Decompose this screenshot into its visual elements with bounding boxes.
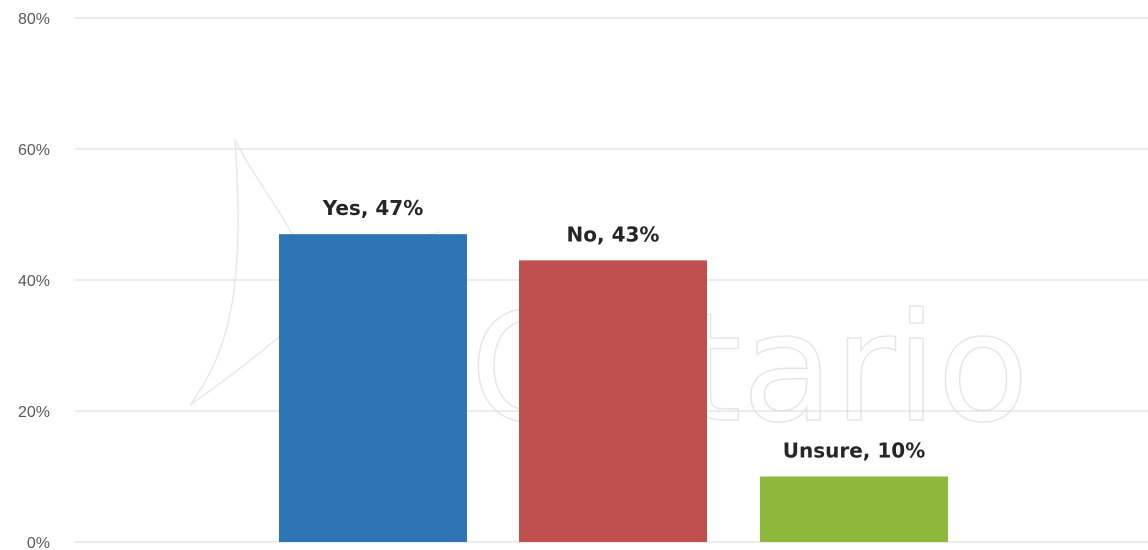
data-label-unsure: Unsure, 10% [783, 439, 925, 463]
bar-yes [279, 234, 467, 542]
bar-unsure [760, 476, 948, 542]
y-tick-label: 60% [18, 142, 50, 159]
y-tick-label: 20% [18, 404, 50, 421]
data-labels: Yes, 47% No, 43% Unsure, 10% [322, 196, 926, 462]
data-label-yes: Yes, 47% [322, 196, 424, 220]
y-tick-label: 80% [18, 11, 50, 28]
bars [279, 234, 948, 542]
y-tick-label: 40% [18, 273, 50, 290]
bar-no [519, 260, 707, 542]
y-tick-label: 0% [27, 535, 50, 550]
data-label-no: No, 43% [567, 222, 660, 246]
y-axis-tick-labels: 0% 20% 40% 60% 80% [18, 11, 50, 550]
